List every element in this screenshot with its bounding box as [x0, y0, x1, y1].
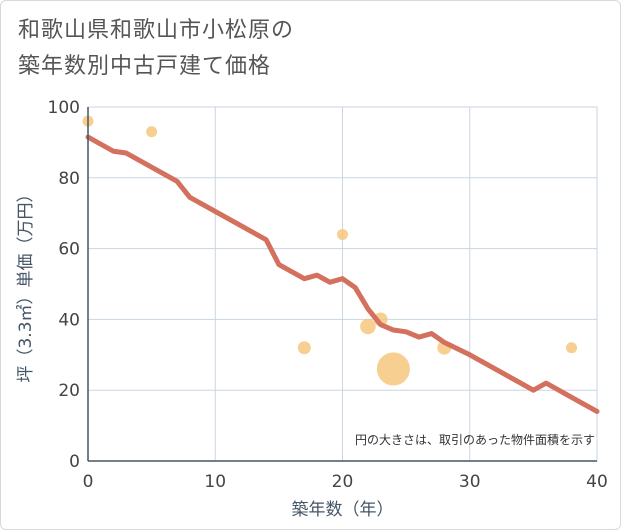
- trend-line: [85, 134, 600, 414]
- y-tick-label: 100: [48, 98, 80, 118]
- scatter-point: [146, 126, 158, 138]
- scatter-point: [376, 352, 410, 386]
- chart-title-line-2: 築年数別中古戸建て価格: [18, 54, 272, 79]
- y-tick-label: 80: [58, 169, 80, 189]
- x-axis-label: 築年数（年）: [292, 500, 394, 520]
- chart-title: 和歌山県和歌山市小松原の 築年数別中古戸建て価格: [18, 13, 294, 85]
- chart-title-line-1: 和歌山県和歌山市小松原の: [18, 18, 295, 43]
- x-tick-label: 20: [332, 472, 354, 492]
- y-axis-label: 坪（3.3㎡）単価（万円）: [16, 185, 36, 382]
- y-tick-label: 40: [58, 310, 80, 330]
- y-tick-label: 0: [69, 452, 80, 472]
- y-tick-label: 60: [58, 240, 80, 260]
- scatter-point: [337, 228, 348, 240]
- x-tick-label: 10: [204, 472, 226, 492]
- x-tick-label: 40: [586, 472, 608, 492]
- y-tick-label: 20: [58, 381, 80, 401]
- x-tick-label: 0: [83, 472, 94, 492]
- scatter-point: [360, 318, 376, 335]
- scatter-point: [566, 342, 578, 354]
- x-tick-label: 30: [459, 472, 481, 492]
- scatter-point: [297, 341, 311, 355]
- chart-note: 円の大きさは、取引のあった物件面積を示す: [355, 432, 595, 447]
